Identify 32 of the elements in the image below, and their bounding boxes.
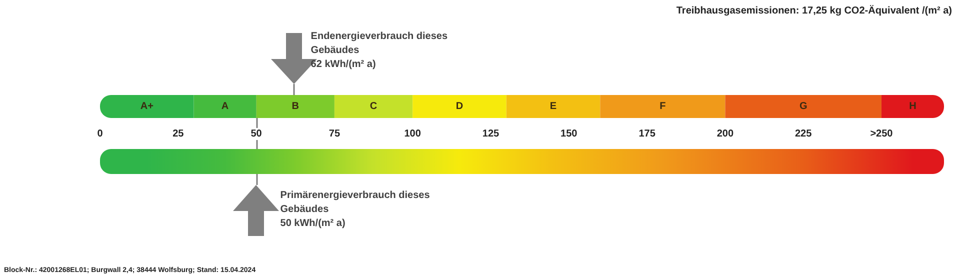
x-tick-label: 200 [716, 128, 734, 140]
series-label: E [550, 101, 557, 112]
bar [334, 95, 413, 118]
series-label: A [221, 101, 229, 112]
bar [881, 95, 944, 118]
x-tick-label: >250 [870, 128, 894, 140]
bar [256, 95, 334, 118]
x-tick-label: 75 [328, 128, 340, 140]
text: Treibhausgasemissionen: 17,25 kg CO2-Äquivalent /(m² a) [676, 4, 952, 16]
x-tick-label: 125 [482, 128, 500, 140]
series-label: G [799, 101, 808, 112]
series-label: H [909, 101, 916, 112]
bar [100, 95, 194, 118]
series-label: C [370, 101, 378, 112]
ref-line-label: Primärenergieverbrauch dieses Gebäudes 50 kWh/(m² a) [280, 189, 430, 231]
bar [412, 95, 506, 118]
bar [600, 95, 726, 118]
series-label: A+ [140, 101, 154, 112]
x-tick-label: 0 [97, 128, 104, 140]
x-tick-label: 225 [794, 128, 812, 140]
x-tick-label: 150 [560, 128, 578, 140]
ref-line-label: Endenergieverbrauch dieses Gebäudes 62 kWh/(m² a) [310, 30, 448, 72]
bar [194, 95, 256, 118]
series-label: B [292, 101, 299, 112]
x-tick-label: 175 [638, 128, 656, 140]
series-label: F [660, 101, 666, 112]
bar [725, 95, 882, 118]
x-tick-label: 50 [250, 128, 262, 140]
bar [506, 95, 600, 118]
series-label: D [456, 101, 464, 112]
x-tick-label: 25 [172, 128, 184, 140]
x-tick-label: 100 [404, 128, 422, 140]
